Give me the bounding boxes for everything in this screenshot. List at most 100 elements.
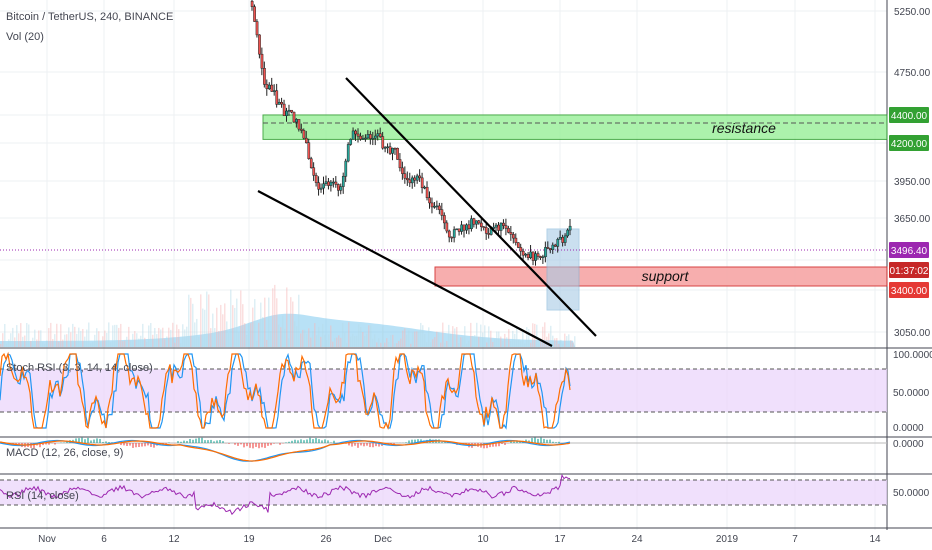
volume-bar: [298, 294, 300, 347]
candle-body: [344, 160, 348, 177]
symbol-title[interactable]: Bitcoin / TetherUS, 240, BINANCE: [6, 11, 174, 23]
volume-bar: [202, 308, 204, 347]
volume-area: [0, 313, 575, 347]
candle-body: [391, 147, 394, 154]
candle-body: [455, 228, 459, 231]
volume-bar: [524, 343, 526, 347]
volume-bar: [542, 326, 544, 347]
volume-bar: [472, 335, 474, 347]
volume-bar: [446, 341, 448, 347]
volume-bar: [110, 342, 112, 347]
volume-bar: [116, 324, 118, 347]
macd-histogram-bar: [222, 441, 224, 443]
candle-body: [280, 102, 284, 105]
volume-bar: [436, 331, 438, 347]
volume-bar: [318, 326, 320, 347]
volume-bar: [550, 325, 552, 347]
macd-histogram-bar: [120, 443, 122, 446]
candle-body: [460, 224, 463, 232]
candle-body: [457, 228, 461, 232]
volume-bar: [12, 327, 14, 347]
macd-histogram-bar: [369, 443, 371, 448]
candle-body: [524, 253, 528, 256]
macd-histogram-bar: [324, 439, 326, 443]
macd-histogram-bar: [330, 442, 332, 443]
volume-label[interactable]: Vol (20): [6, 31, 44, 43]
volume-bar: [380, 342, 382, 347]
candle-body: [480, 222, 483, 227]
candle-body: [341, 176, 345, 187]
volume-bar: [440, 342, 442, 347]
volume-bar: [320, 336, 322, 347]
candle-body: [435, 205, 439, 208]
volume-bar: [138, 338, 140, 347]
volume-bar: [80, 330, 82, 347]
stoch-rsi-label[interactable]: Stoch RSI (3, 3, 14, 14, close): [6, 362, 153, 374]
volume-bar: [568, 334, 570, 347]
candle-body: [302, 130, 306, 139]
time-tick-label: 7: [792, 534, 798, 545]
volume-bar: [210, 328, 212, 347]
current-price-tag: 3496.40: [891, 246, 928, 257]
macd-histogram-bar: [513, 441, 515, 443]
volume-bar: [528, 329, 530, 347]
macd-label[interactable]: MACD (12, 26, close, 9): [6, 447, 124, 459]
volume-bar: [50, 322, 52, 347]
candle-body: [275, 90, 279, 105]
macd-histogram-bar: [504, 443, 506, 445]
candle-body: [499, 222, 503, 231]
rsi-line: [0, 473, 571, 516]
volume-bar: [408, 330, 410, 347]
candle-body: [487, 233, 491, 235]
candle-body: [297, 119, 301, 130]
volume-bar: [456, 327, 458, 347]
candle-body: [516, 242, 520, 248]
volume-bar: [118, 327, 120, 347]
time-tick-label: 24: [631, 534, 643, 545]
macd-histogram-bar: [390, 443, 392, 444]
price-tick-label: 3050.00: [894, 328, 931, 339]
volume-bar: [444, 342, 446, 347]
volume-bar: [354, 336, 356, 347]
volume-bar: [392, 334, 394, 347]
volume-bar: [158, 327, 160, 347]
volume-bar: [518, 339, 520, 347]
volume-bar: [188, 294, 190, 347]
volume-bar: [142, 323, 144, 347]
rsi-label[interactable]: RSI (14, close): [6, 490, 79, 502]
candle-body: [443, 215, 446, 224]
volume-bar: [514, 333, 516, 347]
volume-bar: [226, 321, 228, 347]
volume-bar: [278, 324, 280, 347]
macd-histogram-bar: [249, 443, 251, 448]
macd-histogram-bar: [84, 439, 86, 443]
candle-body: [282, 103, 286, 116]
macd-histogram-bar: [135, 443, 137, 448]
volume-bar: [412, 332, 414, 347]
volume-bar: [78, 327, 80, 347]
macd-histogram-bar: [510, 441, 512, 443]
volume-bar: [46, 340, 48, 347]
volume-bar: [350, 336, 352, 347]
volume-bar: [268, 297, 270, 347]
macd-histogram-bar: [360, 443, 362, 446]
candle-body: [263, 68, 266, 85]
volume-bar: [484, 325, 486, 347]
macd-histogram-bar: [315, 438, 317, 443]
macd-histogram-bar: [129, 443, 131, 446]
volume-bar: [360, 327, 362, 347]
macd-histogram-bar: [33, 443, 35, 449]
volume-bar: [310, 337, 312, 347]
volume-bar: [132, 333, 134, 347]
volume-bar: [262, 317, 264, 347]
candle-body: [465, 224, 468, 231]
volume-bar: [286, 287, 288, 347]
volume-bar: [164, 339, 166, 347]
macd-histogram-bar: [546, 439, 548, 443]
macd-histogram-bar: [243, 443, 245, 448]
candle-body: [317, 182, 321, 190]
volume-bar: [362, 331, 364, 347]
volume-bar: [150, 323, 152, 347]
resistance-low-tag: 4200.00: [891, 139, 928, 150]
